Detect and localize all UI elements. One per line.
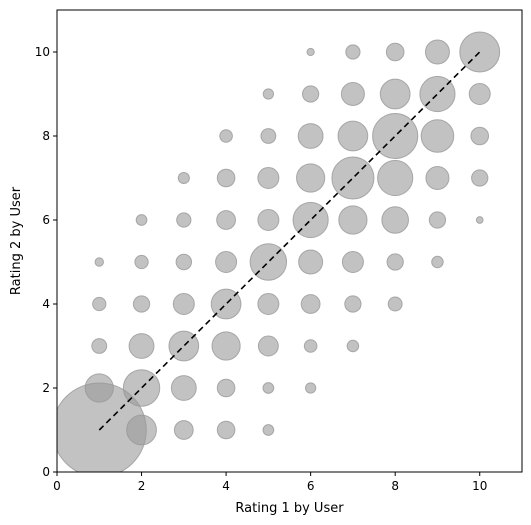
bubble-point-5-8 <box>260 128 277 144</box>
bubble-point-10-9 <box>468 82 491 106</box>
bubble-point-5-2 <box>262 382 275 394</box>
y-axis-label: Rating 2 by User <box>9 186 24 295</box>
bubble-point-3-5 <box>175 253 193 271</box>
bubble-point-7-3 <box>346 339 360 353</box>
bubble-point-9-5 <box>431 255 444 269</box>
x-tick-label-0: 0 <box>53 479 61 493</box>
bubble-point-1-3 <box>91 338 108 354</box>
bubble-point-9-7 <box>425 165 450 191</box>
bubble-point-6-4 <box>300 294 321 314</box>
x-tick-label-8: 8 <box>391 479 399 493</box>
x-axis-label: Rating 1 by User <box>235 501 344 516</box>
y-axis: 0 2 4 6 8 10 <box>35 45 57 479</box>
bubble-point-6-2 <box>304 382 317 394</box>
bubble-point-6-5 <box>298 249 324 275</box>
bubble-point-7-8 <box>337 120 369 152</box>
bubble-point-5-3 <box>257 335 279 357</box>
bubble-point-2-4 <box>132 295 151 313</box>
plot-frame <box>56 9 523 473</box>
y-tick-label-10: 10 <box>35 45 50 59</box>
bubble-point-9-8 <box>420 119 455 153</box>
bubble-point-7-7 <box>331 156 375 200</box>
bubble-points <box>57 31 501 472</box>
bubble-point-4-6 <box>216 210 236 230</box>
bubble-point-2-6 <box>135 214 148 226</box>
bubble-point-7-5 <box>341 250 364 274</box>
bubble-point-4-7 <box>216 168 236 188</box>
bubble-point-8-10 <box>385 42 405 62</box>
bubble-point-4-5 <box>215 250 238 274</box>
bubble-point-7-9 <box>340 81 365 107</box>
bubble-point-4-4 <box>210 288 242 320</box>
bubble-point-9-10 <box>424 39 450 65</box>
bubble-point-4-2 <box>216 378 236 398</box>
bubble-point-9-6 <box>428 211 447 229</box>
bubble-point-8-9 <box>379 78 411 110</box>
bubble-point-10-6 <box>475 216 484 224</box>
bubble-point-5-1 <box>262 424 275 436</box>
bubble-point-3-7 <box>177 171 190 185</box>
bubble-point-8-4 <box>387 296 403 312</box>
x-tick-label-4: 4 <box>222 479 230 493</box>
bubble-point-2-3 <box>128 333 155 359</box>
y-tick-label-0: 0 <box>42 465 50 479</box>
bubble-point-4-1 <box>216 420 236 440</box>
bubble-point-4-8 <box>219 129 233 143</box>
bubble-point-6-8 <box>297 123 324 149</box>
bubble-point-3-6 <box>176 212 192 228</box>
bubble-point-6-9 <box>301 85 320 103</box>
bubble-point-5-7 <box>257 166 280 190</box>
diagonal-reference-line <box>98 51 481 431</box>
bubble-point-4-3 <box>211 331 241 361</box>
bubble-point-3-2 <box>170 375 197 401</box>
bubble-point-3-4 <box>172 292 195 316</box>
x-tick-label-10: 10 <box>472 479 487 493</box>
x-tick-label-2: 2 <box>138 479 146 493</box>
bubble-point-5-9 <box>262 88 275 100</box>
bubble-point-8-6 <box>381 206 409 234</box>
bubble-point-7-4 <box>344 295 362 313</box>
bubble-point-6-7 <box>296 163 326 193</box>
bubble-point-2-1 <box>126 414 157 446</box>
bubble-point-6-3 <box>303 339 318 353</box>
bubble-point-8-7 <box>377 159 414 197</box>
bubble-point-1-5 <box>94 257 104 267</box>
bubble-point-8-5 <box>386 253 404 271</box>
y-tick-label-8: 8 <box>42 129 50 143</box>
x-axis: 0 2 4 6 8 10 <box>53 472 487 493</box>
bubble-point-7-6 <box>338 205 368 235</box>
bubble-point-10-8 <box>470 126 490 146</box>
bubble-point-1-2 <box>84 373 114 403</box>
bubble-point-5-4 <box>257 292 280 316</box>
bubble-point-5-6 <box>257 208 280 232</box>
x-tick-label-6: 6 <box>307 479 315 493</box>
bubble-point-7-10 <box>345 44 361 60</box>
bubble-point-1-4 <box>92 296 107 312</box>
y-tick-label-2: 2 <box>42 381 50 395</box>
y-tick-label-6: 6 <box>42 213 50 227</box>
bubble-point-2-5 <box>134 254 149 270</box>
y-tick-label-4: 4 <box>42 297 50 311</box>
bubble-point-6-10 <box>306 47 315 57</box>
bubble-point-10-7 <box>471 169 489 187</box>
bubble-point-10-10 <box>459 31 501 73</box>
bubble-point-3-3 <box>168 330 200 362</box>
bubble-point-3-1 <box>173 420 194 440</box>
